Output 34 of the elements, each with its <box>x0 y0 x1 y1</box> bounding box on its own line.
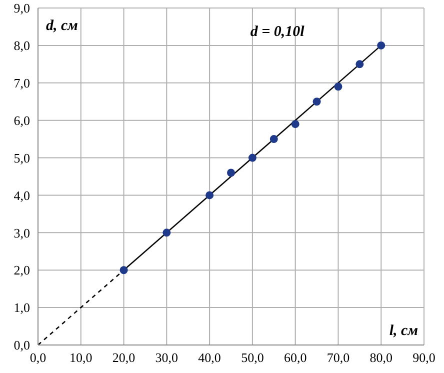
y-tick-label: 6,0 <box>14 112 30 128</box>
x-axis-title: l, см <box>389 323 418 339</box>
y-tick-label: 0,0 <box>14 338 30 353</box>
y-tick-label: 3,0 <box>14 225 30 240</box>
y-tick-label: 8,0 <box>14 38 30 54</box>
point <box>206 191 214 200</box>
point <box>162 228 171 237</box>
y-tick-label: 5,0 <box>14 150 30 166</box>
point <box>377 41 386 50</box>
x-tick-label: 90,0 <box>412 350 436 366</box>
x-tick-label: 30,0 <box>155 350 178 366</box>
y-tick-label: 2,0 <box>14 262 30 278</box>
x-tick-label: 0,0 <box>30 350 46 366</box>
point <box>227 168 235 177</box>
point <box>120 266 128 274</box>
x-tick-label: 40,0 <box>198 350 221 366</box>
x-tick-label: 50,0 <box>241 350 264 366</box>
point <box>270 135 278 144</box>
point <box>312 98 321 106</box>
x-tick-label: 20,0 <box>112 350 136 366</box>
y-tick-label: 9,0 <box>14 0 30 16</box>
x-tick-label: 70,0 <box>326 350 350 366</box>
y-tick-label: 4,0 <box>14 188 30 203</box>
point <box>248 154 256 162</box>
x-tick-label: 80,0 <box>370 350 392 366</box>
point <box>334 82 342 91</box>
point <box>356 60 364 68</box>
x-tick-label: 60,0 <box>284 350 307 366</box>
y-tick-label: 7,0 <box>14 76 30 91</box>
annotation: d = 0,10l <box>250 24 306 40</box>
y-tick-label: 1,0 <box>14 300 30 316</box>
point <box>291 120 300 128</box>
x-tick-label: 10,0 <box>70 350 92 366</box>
y-axis-title: d, см <box>46 18 78 34</box>
